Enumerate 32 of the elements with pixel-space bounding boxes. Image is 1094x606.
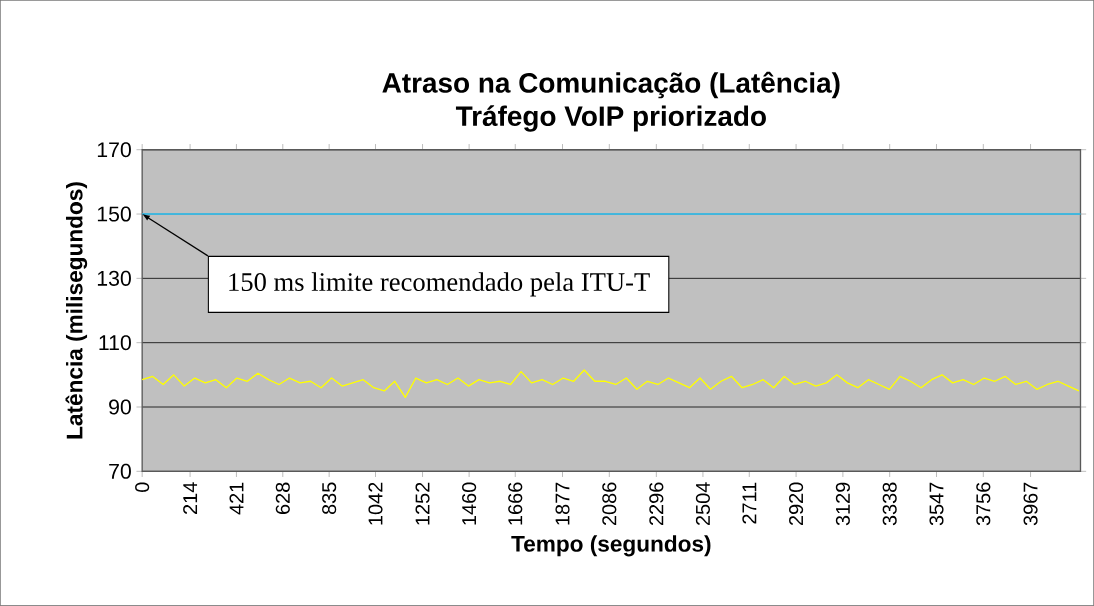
x-tick-label: 628	[275, 482, 290, 514]
x-tick-label: 1877	[555, 482, 570, 525]
x-tick-label: 3756	[976, 482, 991, 526]
x-axis-title: Tempo (segundos)	[511, 535, 711, 557]
x-tick-label: 3338	[882, 482, 897, 526]
x-tick-label: 421	[229, 482, 244, 515]
x-tick-label: 835	[322, 482, 337, 515]
x-tick-label: 2711	[742, 482, 757, 524]
x-tick-label: 1252	[415, 482, 430, 525]
line-series	[141, 369, 1080, 399]
x-tick-label: 2504	[695, 482, 710, 526]
x-tick-label: 2086	[602, 482, 617, 526]
y-tick-label: 130	[97, 270, 131, 286]
x-tick-label: 1042	[368, 482, 383, 525]
y-axis-title: Latência (milisegundos)	[65, 182, 88, 439]
x-tick-label: 3967	[1023, 482, 1038, 526]
y-tick-label: 70	[109, 463, 131, 479]
chart-subtitle: Tráfego VoIP priorizado	[455, 105, 766, 132]
y-tick-label: 150	[97, 206, 131, 222]
x-tick-label: 2920	[789, 482, 804, 526]
y-tick-label: 110	[99, 335, 131, 351]
chart-title: Atraso na Comunicação (Latência)	[382, 71, 840, 99]
x-tick-label: 1666	[508, 482, 523, 525]
y-tick-label: 90	[109, 399, 131, 415]
y-tick-label: 170	[97, 142, 131, 158]
x-tick-label: 0	[135, 482, 150, 493]
x-tick-label: 3547	[929, 482, 944, 526]
x-tick-label: 3129	[835, 482, 850, 526]
x-tick-label: 214	[183, 482, 198, 515]
x-tick-label: 2296	[649, 482, 664, 526]
x-tick-label: 1460	[462, 482, 477, 525]
annotation: 150 ms limite recomendado pela ITU-T	[229, 272, 650, 297]
